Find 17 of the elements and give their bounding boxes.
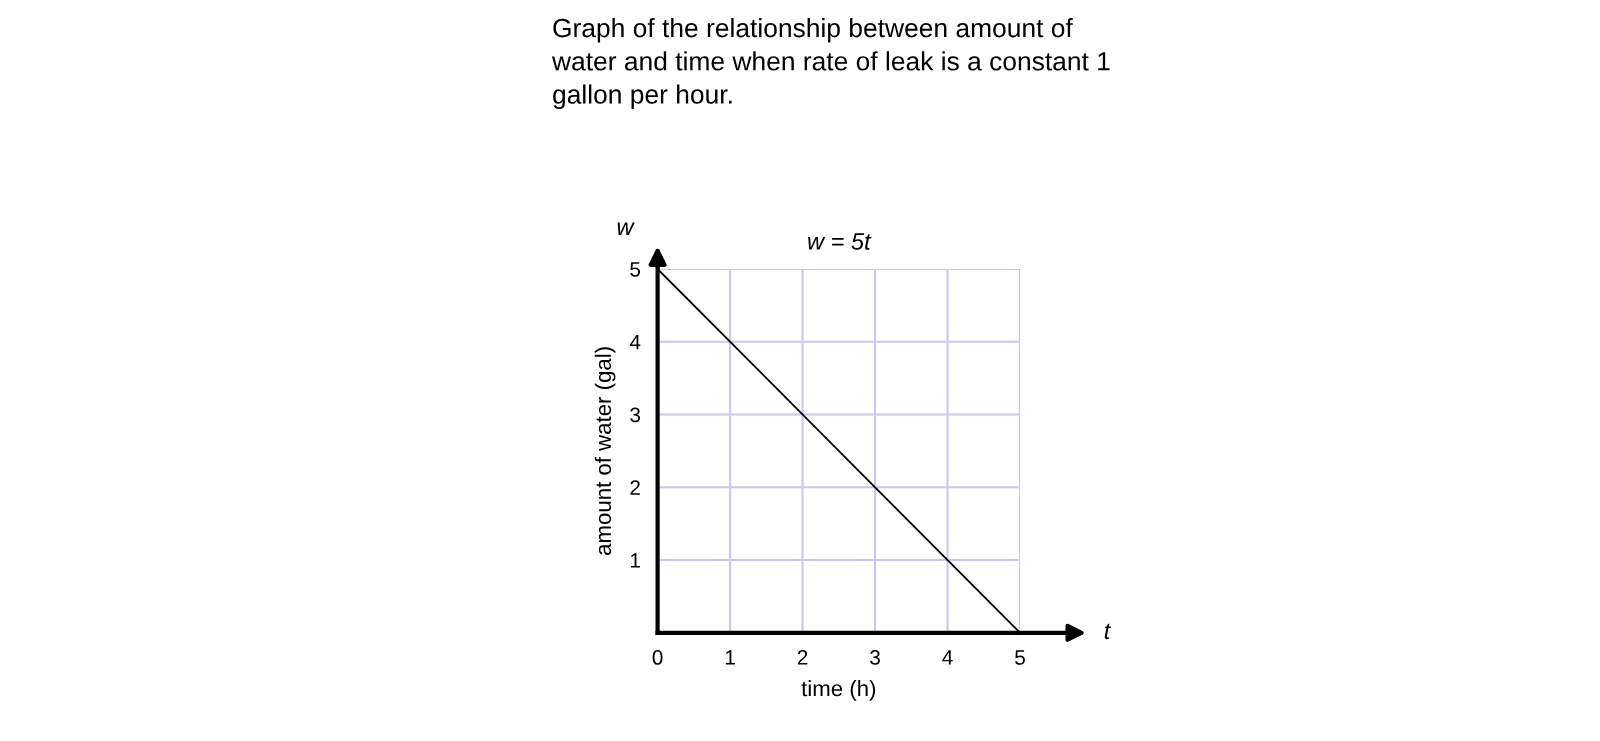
text: w = 5t <box>808 233 872 250</box>
x-axis-title: time (h) <box>801 680 876 701</box>
y-tick-label: 5 <box>630 262 641 277</box>
y-tick-label: 4 <box>629 334 641 350</box>
y-tick-label: 3 <box>630 407 641 423</box>
chart-title: Graph of the relationship between amount of water and time when rate of leak is a constant 1 gallon per hour. <box>551 18 1110 110</box>
x-tick-label: 2 <box>797 650 808 665</box>
text: w <box>617 222 635 235</box>
y-tick-label: 1 <box>630 553 640 568</box>
x-tick-label: 5 <box>1015 650 1025 665</box>
x-tick-label: 1 <box>725 650 735 665</box>
x-tick-label: 3 <box>870 650 880 665</box>
x-tick-label: 4 <box>942 650 953 665</box>
y-axis-title: amount of water (gal) <box>594 347 616 555</box>
x-tick-label: 0 <box>652 650 663 665</box>
y-tick-label: 2 <box>630 480 640 495</box>
text: t <box>1104 623 1112 640</box>
